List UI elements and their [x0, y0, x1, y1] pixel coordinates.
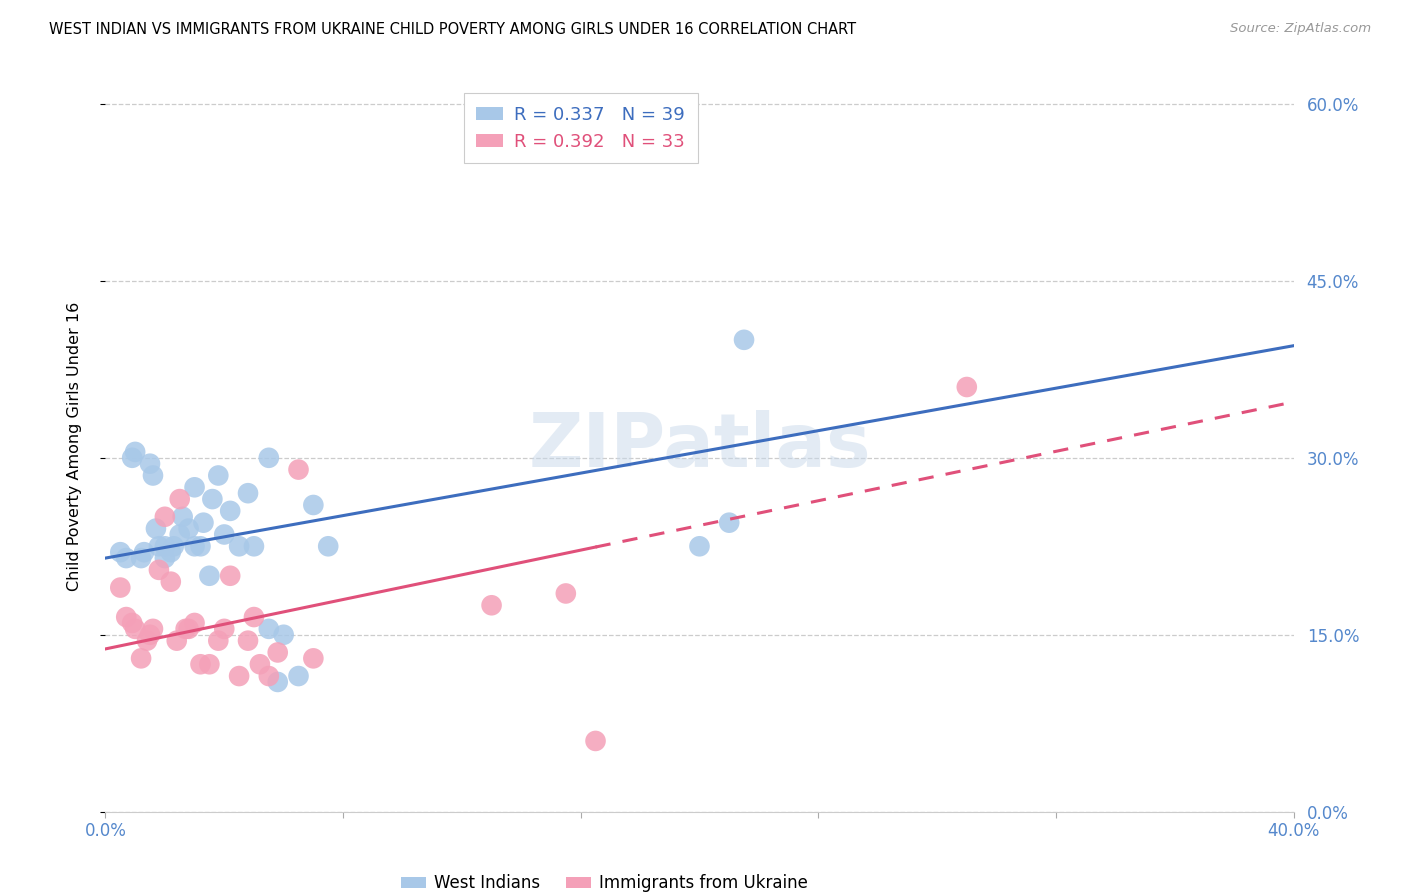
Point — [183, 615, 205, 630]
Point — [689, 539, 711, 553]
Point — [136, 633, 159, 648]
Point — [554, 586, 576, 600]
Point — [153, 539, 176, 553]
Point — [139, 628, 162, 642]
Point — [166, 633, 188, 648]
Point — [243, 610, 266, 624]
Point — [207, 468, 229, 483]
Point — [190, 657, 212, 672]
Point — [177, 622, 200, 636]
Point — [257, 622, 280, 636]
Point — [172, 509, 194, 524]
Point — [145, 522, 167, 536]
Point — [190, 539, 212, 553]
Point — [243, 539, 266, 553]
Point — [110, 581, 132, 595]
Legend: West Indians, Immigrants from Ukraine: West Indians, Immigrants from Ukraine — [395, 868, 814, 892]
Point — [163, 539, 186, 553]
Point — [481, 599, 503, 613]
Point — [718, 516, 741, 530]
Point — [228, 539, 250, 553]
Point — [198, 568, 221, 582]
Point — [273, 628, 295, 642]
Text: Source: ZipAtlas.com: Source: ZipAtlas.com — [1230, 22, 1371, 36]
Point — [129, 551, 152, 566]
Point — [183, 539, 205, 553]
Point — [193, 516, 215, 530]
Point — [153, 551, 176, 566]
Point — [153, 509, 176, 524]
Point — [733, 333, 755, 347]
Point — [198, 657, 221, 672]
Point — [129, 651, 152, 665]
Point — [177, 522, 200, 536]
Text: WEST INDIAN VS IMMIGRANTS FROM UKRAINE CHILD POVERTY AMONG GIRLS UNDER 16 CORREL: WEST INDIAN VS IMMIGRANTS FROM UKRAINE C… — [49, 22, 856, 37]
Point — [316, 539, 339, 553]
Point — [236, 633, 259, 648]
Point — [956, 380, 979, 394]
Point — [257, 669, 280, 683]
Point — [214, 527, 236, 541]
Point — [214, 622, 236, 636]
Y-axis label: Child Poverty Among Girls Under 16: Child Poverty Among Girls Under 16 — [67, 301, 82, 591]
Point — [124, 445, 146, 459]
Point — [121, 450, 143, 465]
Text: ZIPatlas: ZIPatlas — [529, 409, 870, 483]
Point — [110, 545, 132, 559]
Point — [267, 645, 290, 659]
Point — [228, 669, 250, 683]
Point — [142, 468, 165, 483]
Point — [132, 545, 155, 559]
Point — [174, 622, 197, 636]
Point — [169, 527, 191, 541]
Point — [302, 498, 325, 512]
Point — [121, 615, 143, 630]
Point — [302, 651, 325, 665]
Point — [183, 480, 205, 494]
Point — [249, 657, 271, 672]
Point — [236, 486, 259, 500]
Point — [201, 492, 224, 507]
Point — [115, 610, 138, 624]
Point — [207, 633, 229, 648]
Point — [115, 551, 138, 566]
Point — [585, 734, 607, 748]
Point — [142, 622, 165, 636]
Point — [219, 504, 242, 518]
Point — [124, 622, 146, 636]
Point — [257, 450, 280, 465]
Point — [267, 675, 290, 690]
Point — [287, 462, 309, 476]
Point — [139, 457, 162, 471]
Point — [159, 545, 181, 559]
Point — [148, 539, 170, 553]
Point — [159, 574, 181, 589]
Point — [169, 492, 191, 507]
Point — [148, 563, 170, 577]
Point — [219, 568, 242, 582]
Point — [287, 669, 309, 683]
